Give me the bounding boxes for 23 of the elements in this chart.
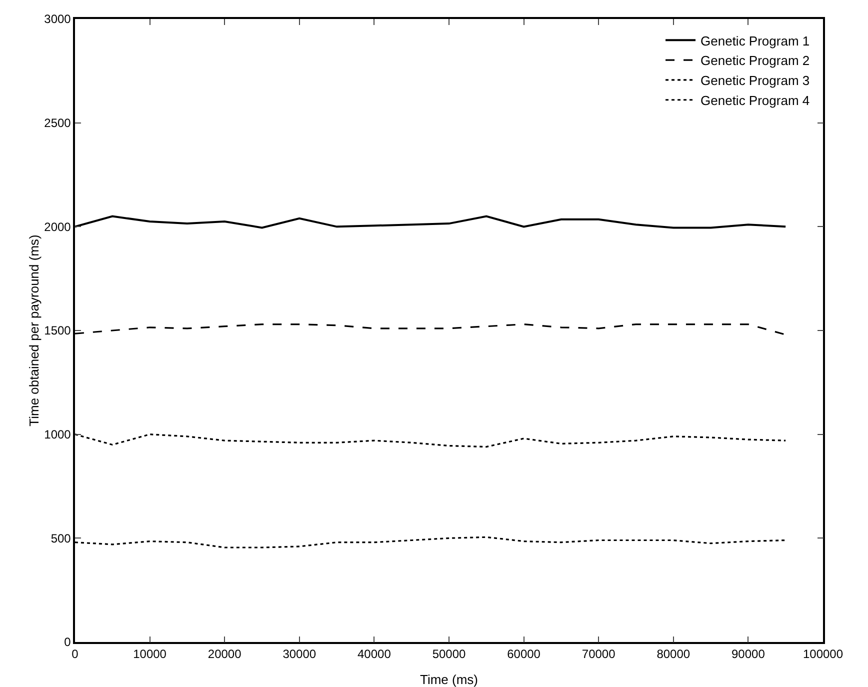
legend-label: Genetic Program 2 <box>700 53 810 68</box>
y-tick-label: 500 <box>50 531 72 546</box>
legend-label: Genetic Program 4 <box>700 92 810 108</box>
y-tick-label: 2000 <box>44 220 72 234</box>
x-tick-label: 10000 <box>133 647 167 662</box>
y-tick-label: 0 <box>64 635 72 650</box>
x-tick-label: 40000 <box>358 647 392 662</box>
x-axis-title: Time (ms) <box>420 672 478 687</box>
y-tick-label: 2500 <box>44 116 72 130</box>
x-tick-label: 60000 <box>507 647 541 662</box>
x-tick-label: 20000 <box>208 647 242 662</box>
y-axis-title: Time obtained per payround (ms) <box>26 234 42 426</box>
x-tick-label: 100000 <box>802 647 844 662</box>
x-tick-label: 70000 <box>582 647 616 662</box>
y-tick-label: 1500 <box>44 324 72 338</box>
legend-label: Genetic Program 1 <box>700 33 810 48</box>
x-tick-label: 90000 <box>732 647 766 662</box>
y-tick-label: 3000 <box>44 12 72 26</box>
y-tick-label: 1000 <box>44 428 72 442</box>
x-tick-label: 50000 <box>432 647 466 662</box>
x-tick-label: 30000 <box>282 647 316 662</box>
legend-label: Genetic Program 3 <box>700 73 810 88</box>
x-tick-label: 80000 <box>656 647 690 662</box>
